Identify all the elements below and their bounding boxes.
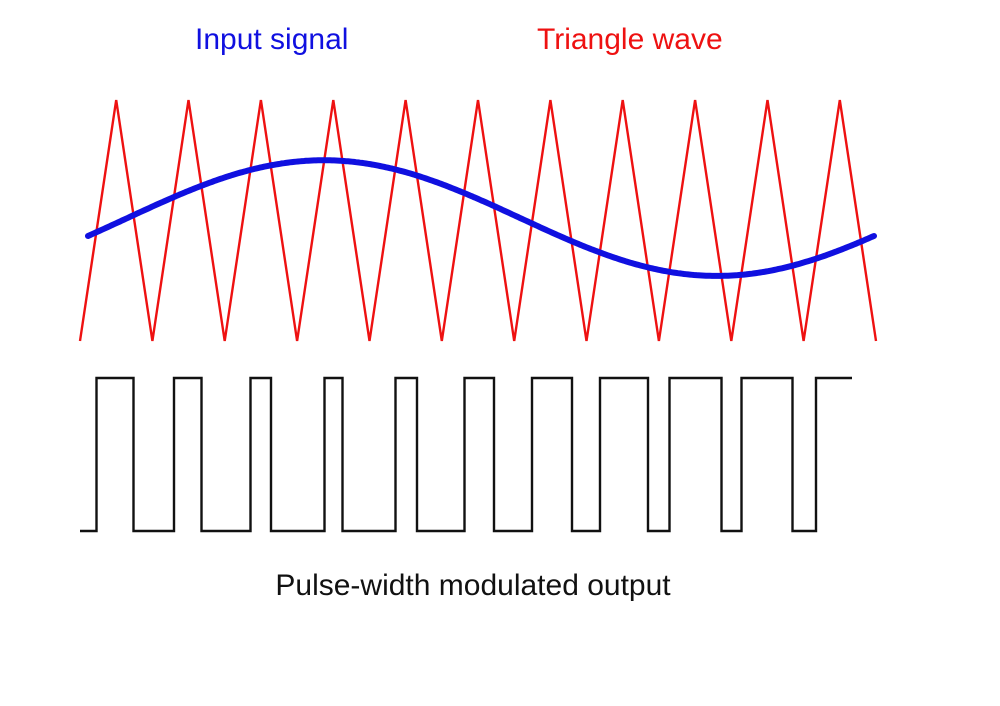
input-signal-curve — [85, 157, 877, 279]
pwm-output-label: Pulse-width modulated output — [275, 569, 671, 602]
triangle-wave — [78, 99, 878, 342]
input-signal-label: Input signal — [195, 23, 349, 56]
triangle-wave-label: Triangle wave — [537, 23, 723, 56]
pwm-output-waveform — [80, 376, 852, 533]
